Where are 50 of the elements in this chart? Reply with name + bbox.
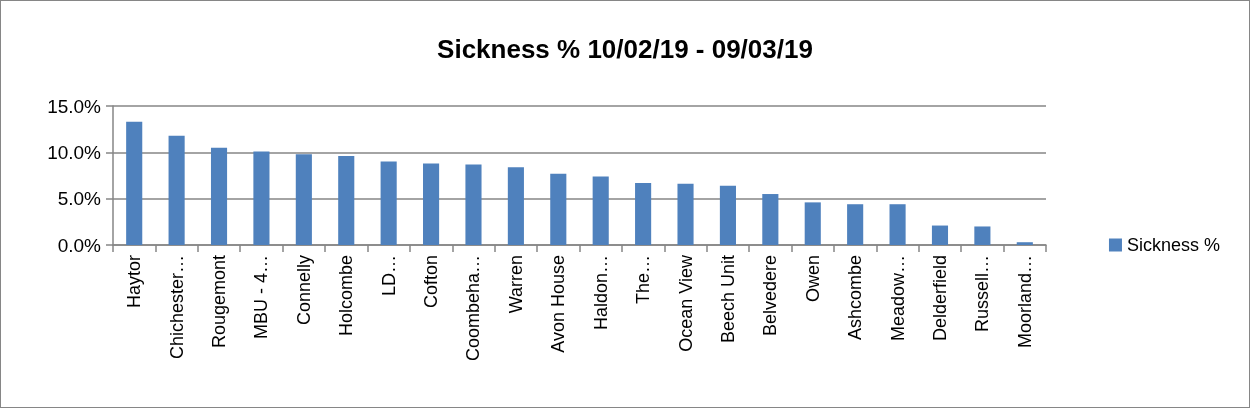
x-tick-label: The…: [633, 255, 654, 305]
y-tick-label: 5.0%: [57, 188, 102, 210]
x-tick-label: Beech Unit: [717, 255, 738, 344]
x-tick-label: Ashcombe: [845, 255, 866, 341]
bar: [974, 226, 991, 245]
x-tick-label: LD…: [378, 255, 399, 297]
bar: [635, 182, 652, 245]
bar: [465, 164, 482, 245]
bar: [931, 225, 949, 245]
chart-title: Sickness % 10/02/19 - 09/03/19: [437, 34, 813, 64]
y-tick-label: 10.0%: [47, 141, 102, 163]
bar: [168, 135, 185, 245]
x-tick-label: Rougemont: [209, 255, 230, 349]
bar: [295, 154, 312, 245]
bar: [380, 161, 397, 245]
x-tick-label: Coombeha…: [463, 255, 484, 362]
x-tick-label: MBU - 4…: [251, 255, 272, 340]
x-tick-label: Haldon…: [590, 255, 611, 331]
bar: [719, 185, 736, 245]
x-tick-label: Avon House: [548, 255, 569, 353]
bar: [126, 121, 143, 245]
bar: [847, 204, 864, 245]
bar: [677, 183, 694, 245]
x-tick-label: Owen: [802, 255, 823, 303]
bar: [1016, 242, 1033, 245]
x-tick-label: Belvedere: [760, 255, 781, 337]
x-tick-label: Delderfield: [929, 255, 950, 342]
legend-label: Sickness %: [1126, 235, 1221, 255]
x-tick-label: Warren: [505, 255, 526, 314]
bar: [338, 156, 355, 245]
x-tick-label: Ocean View: [675, 254, 696, 352]
x-tick-label: Chichester…: [166, 255, 187, 360]
x-tick-label: Holcombe: [336, 255, 357, 337]
y-tick-label: 15.0%: [47, 95, 102, 117]
x-tick-label: Haytor: [124, 254, 145, 309]
x-tick-label: Russell…: [972, 255, 993, 333]
x-tick-label: Moorland…: [1014, 255, 1035, 349]
x-tick-label: Meadow…: [887, 255, 908, 342]
bar: [889, 204, 906, 245]
x-tick-label: Cofton: [421, 255, 442, 309]
bar: [507, 167, 524, 245]
bar: [423, 163, 440, 245]
bar: [804, 202, 821, 245]
x-tick-label: Connelly: [293, 255, 314, 326]
bar: [210, 147, 228, 245]
bar: [253, 151, 270, 245]
bar: [762, 194, 779, 245]
bar: [592, 176, 609, 245]
y-tick-label: 0.0%: [57, 234, 102, 256]
bar: [550, 173, 567, 245]
